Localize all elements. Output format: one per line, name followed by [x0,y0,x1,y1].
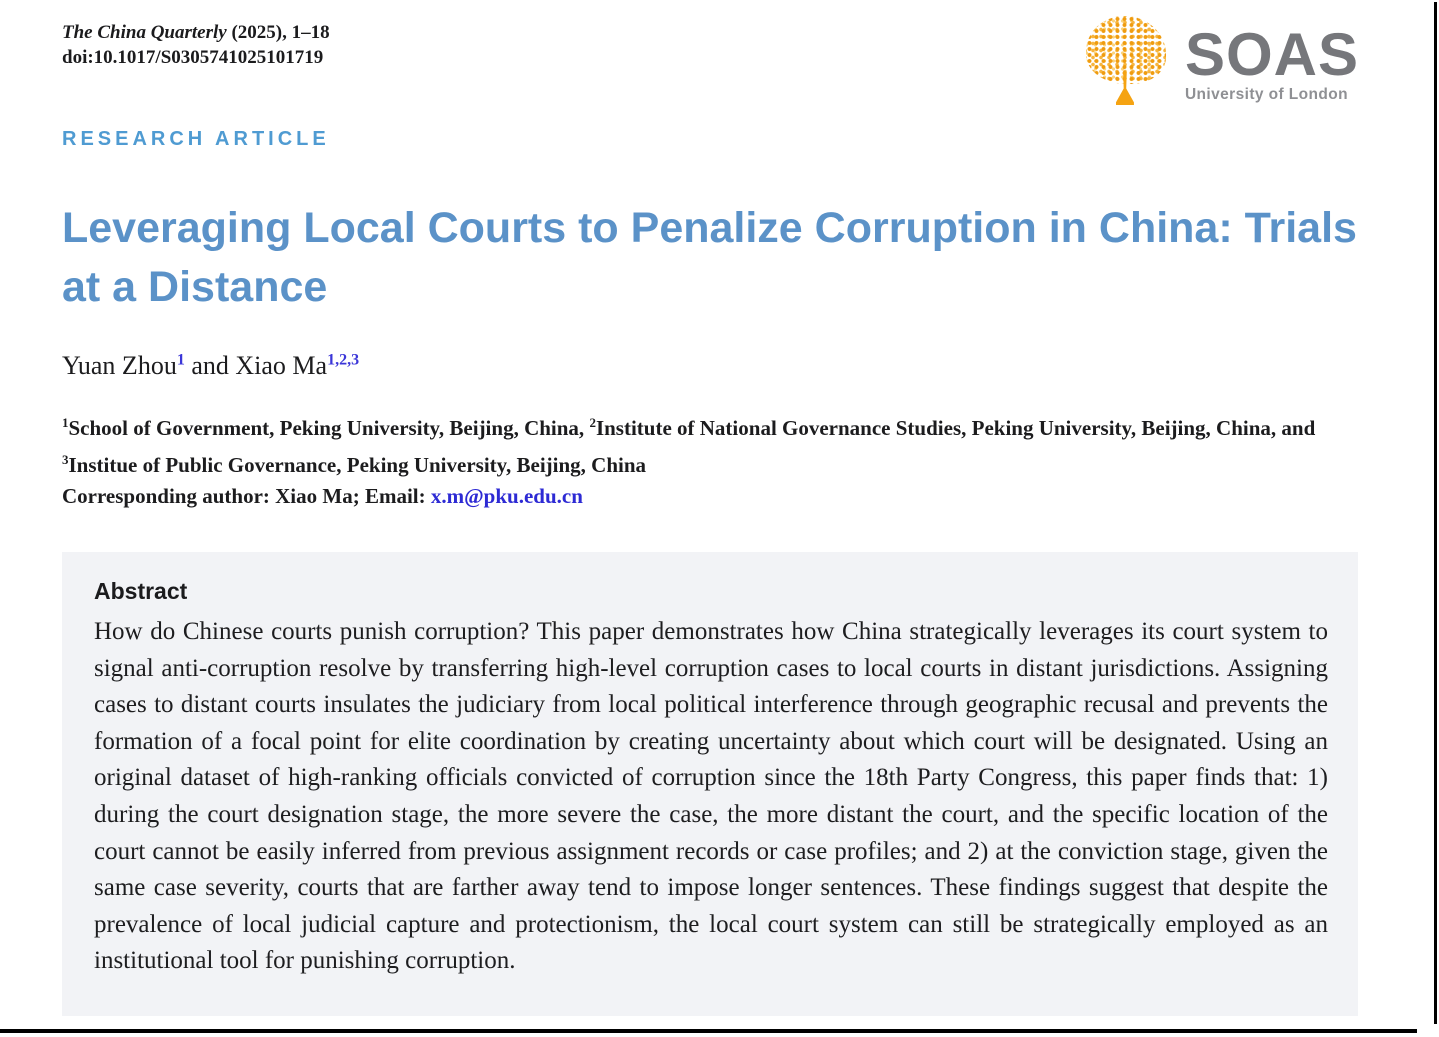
affiliations-line: 1School of Government, Peking University… [62,407,1357,481]
corresponding-author-name: Xiao Ma; Email: [269,484,431,508]
page-border-bottom [0,1029,1417,1033]
soas-logo: SOAS University of London [1083,16,1359,106]
affiliation-text-2: Institute of National Governance Studies… [595,416,1316,440]
affiliations-block: 1School of Government, Peking University… [62,407,1362,512]
page-border-right [1434,2,1437,1024]
author-name-1: Yuan Zhou [62,351,177,380]
soas-acronym-text: SOAS [1184,21,1359,88]
soas-wordmark: SOAS University of London [1184,21,1359,106]
article-title: Leveraging Local Courts to Penalize Corr… [62,204,1357,311]
affiliation-marker-1: 1 [62,415,69,430]
article-type-label: RESEARCH ARTICLE [62,128,330,150]
journal-name: The China Quarterly [62,22,227,43]
authors-line: Yuan Zhou1 and Xiao Ma1,2,3 [62,351,1362,381]
article-page-content: The China Quarterly (2025), 1–18 doi:10.… [62,20,1362,1016]
affiliation-marker-3: 3 [62,452,69,467]
corresponding-author-label: Corresponding author: [62,484,270,508]
author-2-affiliation-superscript: 1,2,3 [327,351,360,369]
journal-metadata: The China Quarterly (2025), 1–18 doi:10.… [62,20,1362,70]
soas-tree-icon [1083,16,1169,106]
abstract-heading: Abstract [94,578,188,604]
soas-subtitle-text: University of London [1184,86,1348,103]
corresponding-author-line: Corresponding author: Xiao Ma; Email: x.… [62,481,1362,512]
corresponding-email-link[interactable]: x.m@pku.edu.cn [430,484,583,508]
abstract-body-text: How do Chinese courts punish corruption?… [94,618,1328,975]
abstract-section: Abstract How do Chinese courts punish co… [62,552,1358,1016]
affiliation-text-3: Institue of Public Governance, Peking Un… [68,453,647,477]
affiliation-marker-2: 2 [589,415,596,430]
author-name-2: Xiao Ma [235,351,328,380]
author-1-affiliation-superscript: 1 [176,351,185,369]
doi-line: doi:10.1017/S0305741025101719 [62,47,324,68]
authors-connector: and [184,351,236,380]
journal-citation-line: The China Quarterly (2025), 1–18 [62,20,1362,45]
journal-issue-pages: (2025), 1–18 [226,22,330,43]
affiliation-text-1: School of Government, Peking University,… [68,416,590,440]
